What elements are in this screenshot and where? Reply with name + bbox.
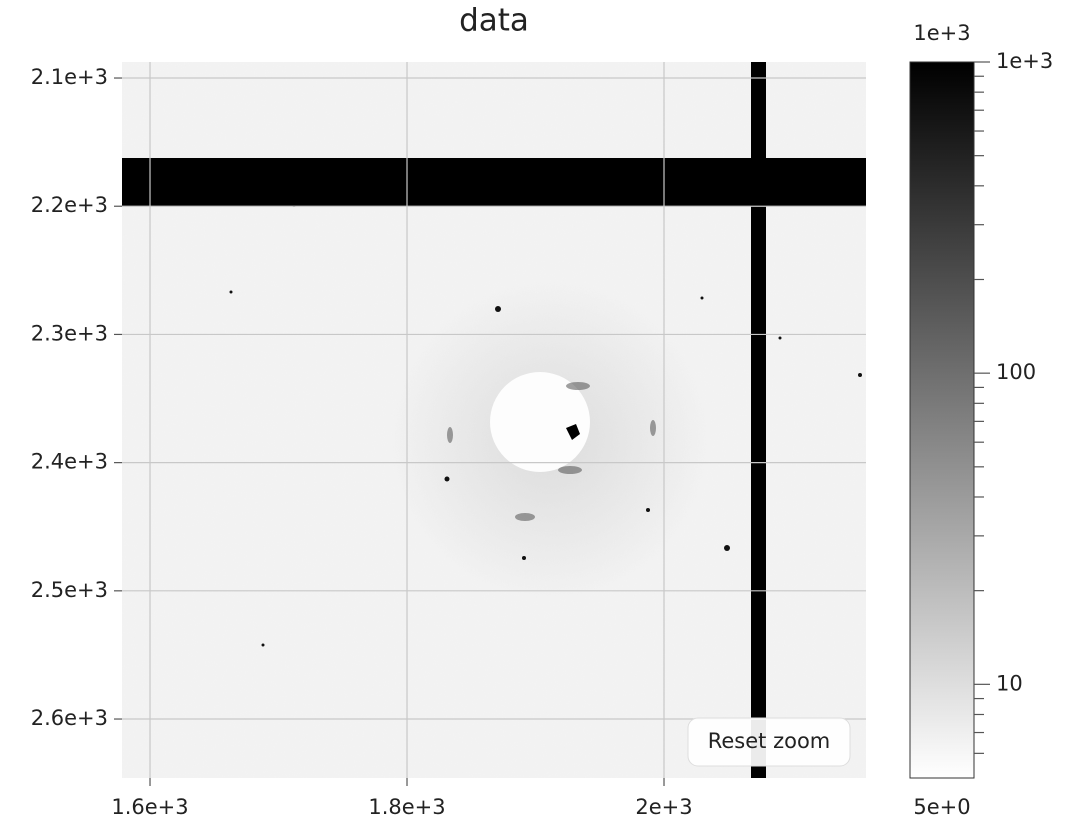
colorbar-tick-label: 1e+3 — [996, 49, 1053, 73]
y-tick-label: 2.2e+3 — [31, 193, 108, 217]
colorbar-tick-label: 100 — [996, 360, 1036, 384]
x-tick-label: 2e+3 — [635, 795, 692, 819]
colorbar — [909, 61, 975, 779]
y-tick-label: 2.1e+3 — [31, 65, 108, 89]
button-label[interactable]: Reset zoom — [708, 729, 831, 753]
heatmap-image — [122, 62, 866, 778]
reset-zoom-button[interactable]: Reset zoom — [687, 717, 851, 767]
colorbar-max-label: 1e+3 — [913, 21, 970, 45]
x-tick-label: 1.8e+3 — [368, 795, 445, 819]
chart-title: data — [459, 3, 529, 39]
y-tick-label: 2.4e+3 — [31, 450, 108, 474]
y-tick-label: 2.6e+3 — [31, 706, 108, 730]
x-tick-label: 1.6e+3 — [111, 795, 188, 819]
colorbar-min-label: 5e+0 — [913, 795, 970, 819]
colorbar-tick-label: 10 — [996, 671, 1023, 695]
button-body[interactable] — [687, 717, 851, 767]
y-tick-label: 2.5e+3 — [31, 578, 108, 602]
y-tick-label: 2.3e+3 — [31, 321, 108, 345]
